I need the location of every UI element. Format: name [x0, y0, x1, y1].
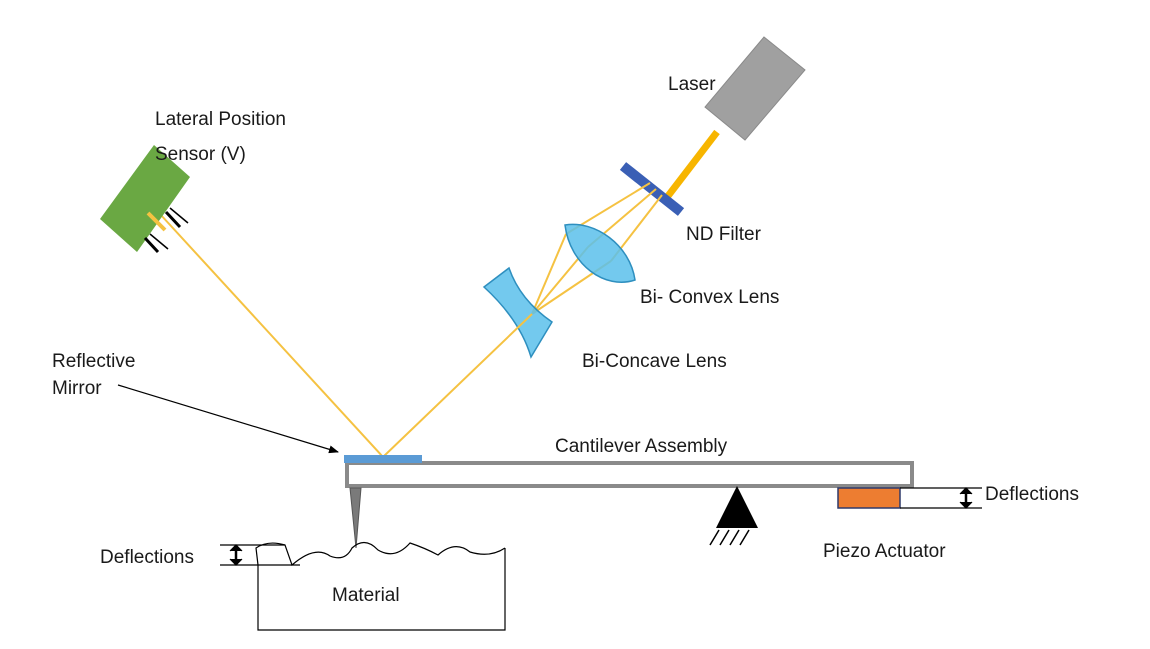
sensor-beam-spot: [146, 211, 167, 232]
cantilever-tip: [349, 487, 362, 549]
label-piezo-actuator: Piezo Actuator: [823, 541, 946, 562]
label-material: Material: [332, 585, 400, 606]
laser-body: [704, 36, 806, 141]
label-lateral-sensor-line2: Sensor (V): [155, 144, 246, 165]
label-cantilever-assembly: Cantilever Assembly: [555, 436, 728, 457]
label-reflective-mirror-line1: Reflective: [52, 351, 135, 372]
label-biconvex-lens: Bi- Convex Lens: [640, 287, 779, 308]
label-nd-filter: ND Filter: [686, 224, 762, 245]
label-reflective-mirror-line2: Mirror: [52, 378, 102, 399]
biconvex-lens: [564, 223, 636, 283]
pivot-support: [716, 486, 758, 528]
mirror-pointer-arrow: [117, 384, 339, 454]
material-deflection-indicator: [220, 544, 300, 566]
sensor-deflection-indicator: [143, 207, 189, 254]
label-deflections-right: Deflections: [985, 484, 1079, 505]
piezo-deflection-indicator: [900, 487, 982, 509]
material-sample: [257, 548, 506, 631]
ground-hatch: [709, 529, 750, 546]
piezo-actuator: [837, 487, 901, 509]
laser-beam-reflected: [159, 213, 384, 458]
laser-beam-source: [665, 129, 720, 199]
label-laser: Laser: [668, 74, 716, 95]
nd-filter: [619, 162, 685, 216]
laser: [704, 36, 806, 141]
label-deflections-left: Deflections: [100, 547, 194, 568]
laser-beam-incident: [382, 313, 533, 458]
biconcave-lens: [482, 266, 554, 359]
label-lateral-sensor-line1: Lateral Position: [155, 109, 286, 130]
material-surface: [255, 541, 506, 567]
label-biconcave-lens: Bi-Concave Lens: [582, 351, 727, 372]
cantilever-beam: [345, 461, 914, 488]
lateral-position-sensor: [100, 145, 190, 252]
reflective-mirror: [344, 455, 422, 463]
